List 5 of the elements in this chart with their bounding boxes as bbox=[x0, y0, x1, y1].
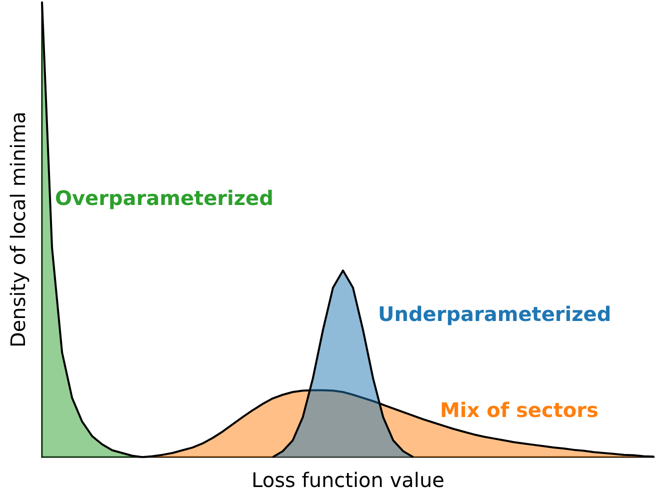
series-label: Overparameterized bbox=[55, 186, 274, 210]
series-label: Underparameterized bbox=[378, 302, 612, 326]
series-label: Mix of sectors bbox=[440, 398, 598, 422]
y-axis-title: Density of local minima bbox=[6, 112, 30, 348]
x-axis-title: Loss function value bbox=[252, 468, 444, 492]
